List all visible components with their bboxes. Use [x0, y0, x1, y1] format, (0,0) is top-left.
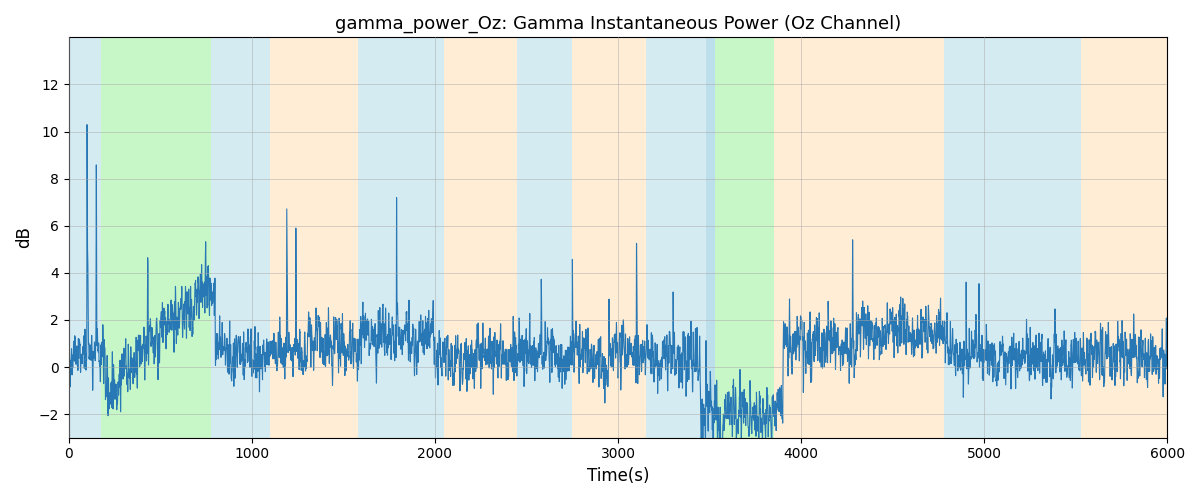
Bar	[774, 38, 847, 438]
Bar	[706, 38, 715, 438]
Bar	[1081, 38, 1168, 438]
Bar	[211, 38, 270, 438]
X-axis label: Time(s): Time(s)	[587, 467, 649, 485]
Bar	[68, 38, 101, 438]
Bar	[270, 38, 358, 438]
Bar	[715, 38, 774, 438]
Bar	[358, 38, 444, 438]
Bar	[847, 38, 944, 438]
Bar	[444, 38, 517, 438]
Bar	[517, 38, 572, 438]
Bar	[944, 38, 1012, 438]
Bar	[1012, 38, 1081, 438]
Bar	[646, 38, 706, 438]
Title: gamma_power_Oz: Gamma Instantaneous Power (Oz Channel): gamma_power_Oz: Gamma Instantaneous Powe…	[335, 15, 901, 34]
Y-axis label: dB: dB	[16, 226, 34, 248]
Bar	[572, 38, 646, 438]
Bar	[101, 38, 211, 438]
